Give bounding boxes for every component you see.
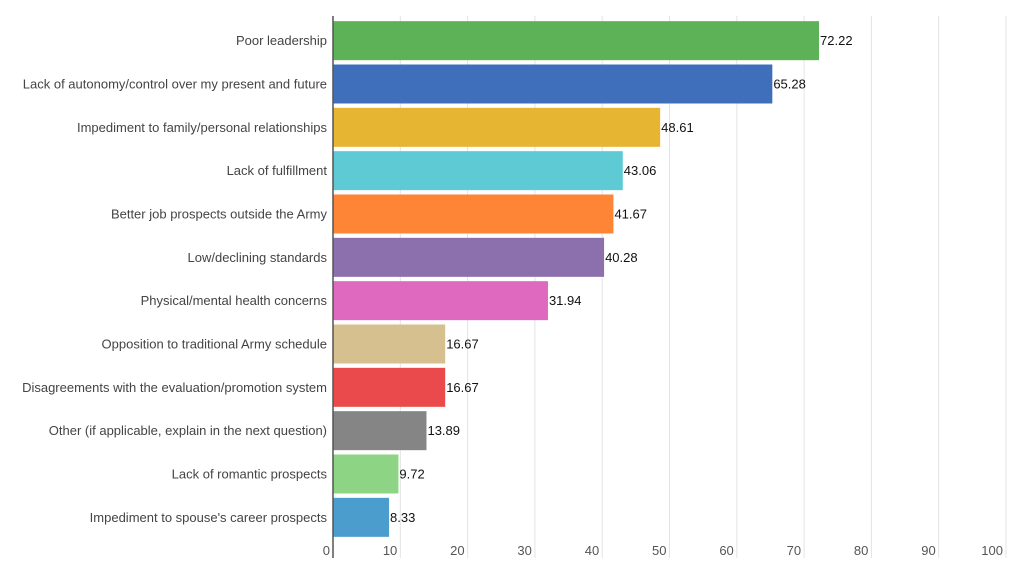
x-axis-ticks: 0 10 20 30 40 50 60 70 80 90 100	[323, 543, 1003, 558]
bar	[333, 497, 390, 537]
x-tick-label: 60	[719, 543, 733, 558]
category-label: Impediment to family/personal relationsh…	[77, 120, 328, 135]
bar	[333, 151, 623, 191]
x-tick-label: 10	[383, 543, 397, 558]
value-label: 48.61	[661, 120, 694, 135]
bar	[333, 411, 427, 451]
bar	[333, 367, 446, 407]
category-label: Disagreements with the evaluation/promot…	[22, 380, 327, 395]
category-labels: Poor leadership Lack of autonomy/control …	[22, 33, 327, 525]
bar	[333, 324, 446, 364]
x-tick-label: 100	[981, 543, 1003, 558]
category-label: Opposition to traditional Army schedule	[102, 337, 327, 352]
value-label: 16.67	[446, 337, 479, 352]
bar	[333, 194, 614, 234]
x-tick-label: 40	[585, 543, 599, 558]
category-label: Lack of fulfillment	[227, 163, 328, 178]
bar	[333, 21, 820, 61]
bar	[333, 281, 548, 321]
value-label: 43.06	[624, 163, 657, 178]
category-label: Lack of romantic prospects	[172, 467, 328, 482]
x-tick-label: 0	[323, 543, 330, 558]
category-label: Better job prospects outside the Army	[111, 207, 328, 222]
x-tick-label: 20	[450, 543, 464, 558]
bar	[333, 64, 773, 104]
bar	[333, 107, 661, 147]
value-label: 13.89	[427, 423, 460, 438]
x-tick-label: 90	[921, 543, 935, 558]
value-label: 9.72	[399, 467, 424, 482]
value-label: 16.67	[446, 380, 479, 395]
category-label: Lack of autonomy/control over my present…	[23, 77, 327, 92]
value-label: 31.94	[549, 293, 582, 308]
value-label: 72.22	[820, 33, 853, 48]
x-tick-label: 50	[652, 543, 666, 558]
value-label: 40.28	[605, 250, 638, 265]
bar	[333, 237, 605, 277]
category-label: Impediment to spouse's career prospects	[90, 510, 328, 525]
category-label: Low/declining standards	[188, 250, 328, 265]
x-tick-label: 30	[517, 543, 531, 558]
value-labels: 72.22 65.28 48.61 43.06 41.67 40.28 31.94 16.67…	[390, 33, 853, 525]
value-label: 8.33	[390, 510, 415, 525]
value-label: 65.28	[773, 77, 806, 92]
category-label: Other (if applicable, explain in the nex…	[49, 423, 327, 438]
category-label: Poor leadership	[236, 33, 327, 48]
bars	[333, 21, 820, 537]
x-tick-label: 80	[854, 543, 868, 558]
category-label: Physical/mental health concerns	[141, 293, 328, 308]
value-label: 41.67	[614, 207, 647, 222]
bar	[333, 454, 399, 494]
gridlines	[399, 16, 1007, 558]
x-tick-label: 70	[787, 543, 801, 558]
